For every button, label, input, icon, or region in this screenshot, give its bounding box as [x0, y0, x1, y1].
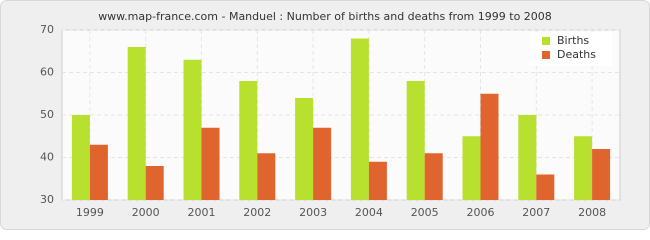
- bar: [536, 174, 555, 200]
- chart-title: www.map-france.com - Manduel : Number of…: [98, 10, 552, 23]
- y-tick-label: 70: [40, 23, 54, 36]
- bar: [574, 136, 593, 200]
- bar: [368, 161, 387, 200]
- x-tick-label: 2000: [132, 206, 160, 219]
- bar: [89, 144, 108, 200]
- x-tick-label: 2006: [467, 206, 495, 219]
- bar: [201, 127, 220, 200]
- bar: [145, 166, 164, 200]
- bar: [350, 38, 369, 200]
- y-tick-label: 40: [40, 151, 54, 164]
- bar: [127, 47, 146, 200]
- legend-swatch: [542, 37, 550, 45]
- y-tick-label: 50: [40, 108, 54, 121]
- bar: [313, 127, 332, 200]
- x-tick-label: 2005: [411, 206, 439, 219]
- x-tick-label: 2007: [522, 206, 550, 219]
- chart: www.map-france.com - Manduel : Number of…: [0, 0, 650, 230]
- x-tick-label: 2004: [355, 206, 383, 219]
- bar: [71, 115, 90, 200]
- bar: [257, 153, 276, 200]
- legend-swatch: [542, 51, 550, 59]
- bar: [183, 59, 202, 200]
- y-tick-label: 30: [40, 193, 54, 206]
- bar: [462, 136, 481, 200]
- bar: [239, 81, 258, 200]
- x-tick-label: 2003: [299, 206, 327, 219]
- bar: [424, 153, 443, 200]
- bar: [480, 93, 499, 200]
- bar: [406, 81, 425, 200]
- y-tick-label: 60: [40, 66, 54, 79]
- bar: [592, 149, 611, 200]
- x-tick-label: 2002: [243, 206, 271, 219]
- legend-label: Deaths: [557, 48, 596, 61]
- bar: [518, 115, 537, 200]
- bar: [295, 98, 314, 200]
- legend-label: Births: [557, 34, 589, 47]
- x-tick-label: 2001: [188, 206, 216, 219]
- x-tick-label: 1999: [76, 206, 104, 219]
- x-tick-label: 2008: [578, 206, 606, 219]
